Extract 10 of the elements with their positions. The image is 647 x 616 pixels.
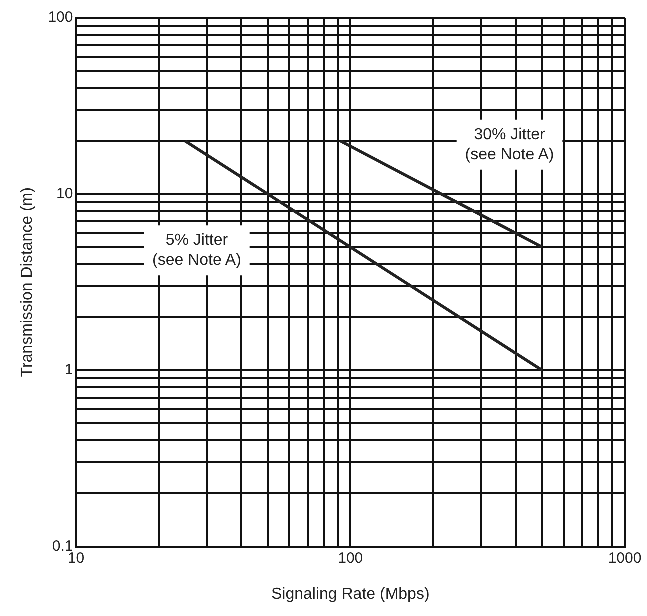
x-tick-label: 1000 xyxy=(608,550,642,567)
x-axis-title: Signaling Rate (Mbps) xyxy=(271,586,430,603)
y-tick-label: 10 xyxy=(56,185,74,202)
y-tick-label: 100 xyxy=(48,9,74,26)
annotation: 5% Jitter (see Note A) xyxy=(152,232,242,270)
x-tick-label: 10 xyxy=(68,550,85,567)
annotation: 30% Jitter (see Note A) xyxy=(465,126,554,164)
y-axis-title: Transmission Distance (m) xyxy=(19,188,36,378)
y-tick-label: 1 xyxy=(64,362,74,379)
x-tick-label: 100 xyxy=(338,550,364,567)
